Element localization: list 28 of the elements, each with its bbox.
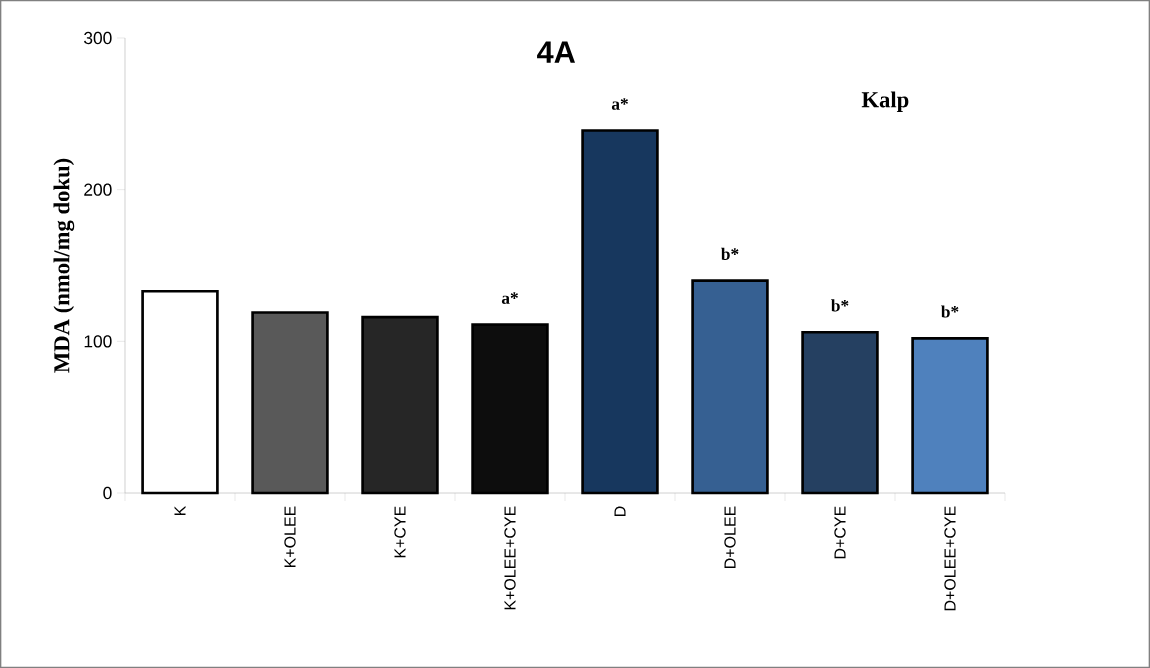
bar xyxy=(691,279,769,495)
text: Kalp xyxy=(861,91,909,112)
x-tick-label: K+OLEE+CYE xyxy=(504,506,516,610)
x-tick-label: D+CYE xyxy=(834,506,846,559)
x-tick-label: D+OLEE+CYE xyxy=(944,506,956,611)
bar xyxy=(361,315,439,495)
annotation: a* xyxy=(501,292,518,304)
bar xyxy=(471,323,549,495)
x-tick-label: D xyxy=(614,506,626,516)
annotation: a* xyxy=(611,98,628,110)
x-tick-label: K+OLEE xyxy=(284,506,296,568)
bar xyxy=(141,289,219,495)
bar xyxy=(801,330,879,495)
x-tick-label: K xyxy=(174,505,186,516)
y-tick-label: 100 xyxy=(84,335,112,348)
annotation: b* xyxy=(941,305,959,318)
annotation: b* xyxy=(831,299,849,312)
x-tick-label: D+OLEE xyxy=(724,506,736,568)
y-tick-label: 300 xyxy=(84,31,112,45)
x-tick-label: K+CYE xyxy=(394,506,406,558)
bar xyxy=(251,311,329,495)
y-axis-title: MDA (nmol/mg doku) xyxy=(53,158,75,373)
y-tick-label: 0 xyxy=(103,486,112,500)
chart-title: 4A xyxy=(537,41,576,63)
bar xyxy=(911,336,989,495)
annotation: b* xyxy=(721,247,739,260)
y-tick-label: 200 xyxy=(84,183,112,196)
bar xyxy=(581,129,659,495)
